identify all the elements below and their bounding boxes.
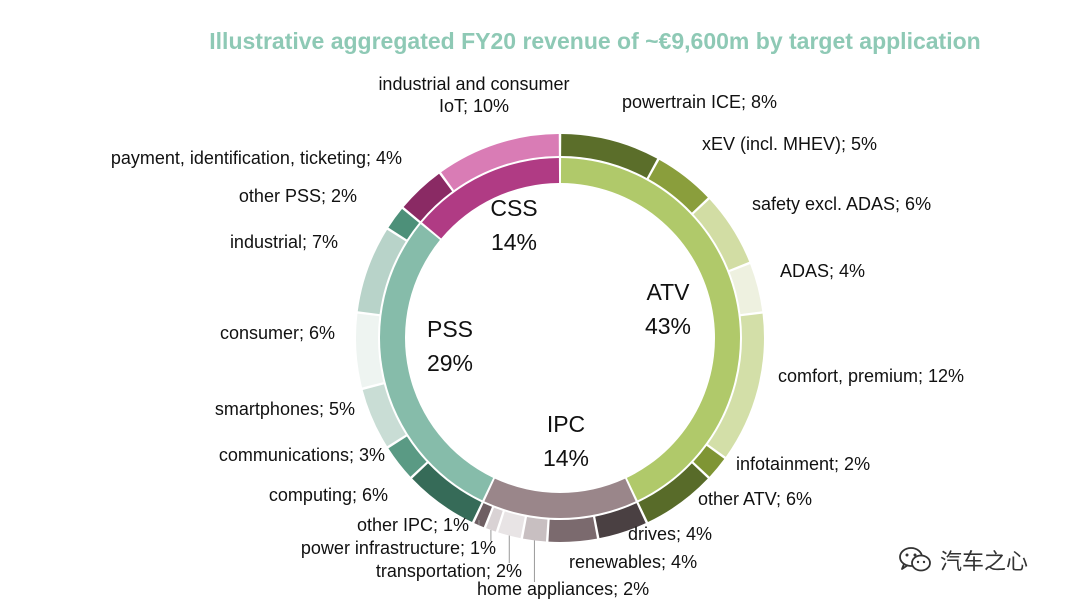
outer-ring: [356, 134, 764, 542]
watermark-text: 汽车之心: [940, 550, 1029, 575]
outer-slice-renewables: [548, 516, 598, 542]
label-powertrain-ice: powertrain ICE; 8%: [622, 92, 777, 112]
label-xev-incl-mhev: xEV (incl. MHEV); 5%: [702, 134, 877, 154]
chart-title: Illustrative aggregated FY20 revenue of …: [209, 28, 981, 54]
label-other-ipc: other IPC; 1%: [357, 515, 469, 535]
label-industrial: industrial; 7%: [230, 232, 338, 252]
category-label-ipc: IPC 14%: [543, 411, 589, 471]
label-other-pss: other PSS; 2%: [239, 186, 357, 206]
inner-slice-css: [422, 158, 560, 239]
outer-slice-smartphones: [362, 384, 406, 447]
outer-slice-comfort-premium: [707, 313, 764, 457]
outer-slice-computing: [412, 463, 482, 523]
wechat-icon: [899, 547, 931, 572]
label-safety-excl-adas: safety excl. ADAS; 6%: [752, 194, 931, 214]
segment-labels: powertrain ICE; 8% xEV (incl. MHEV); 5% sa…: [111, 74, 964, 599]
label-smartphones: smartphones; 5%: [215, 399, 355, 419]
outer-slice-infotainment: [693, 445, 725, 477]
category-labels: ATV 43% IPC 14% PSS 29% CSS 14%: [427, 195, 691, 471]
label-transportation: transportation; 2%: [376, 561, 522, 581]
label-payment-identification-ticketing: payment, identification, ticketing; 4%: [111, 148, 402, 168]
outer-slice-industrial: [357, 229, 406, 315]
label-consumer: consumer; 6%: [220, 323, 335, 343]
category-label-css: CSS 14%: [490, 195, 537, 255]
label-infotainment: infotainment; 2%: [736, 454, 870, 474]
inner-ring: [379, 158, 740, 518]
label-power-infrastructure: power infrastructure; 1%: [301, 538, 496, 558]
inner-slice-atv: [560, 158, 740, 501]
outer-slice-safety-excl-adas: [693, 199, 750, 270]
outer-slice-other-pss: [388, 208, 420, 240]
label-drives: drives; 4%: [628, 524, 712, 544]
outer-slice-industrial-and-consumer-iot: [441, 134, 559, 191]
watermark: 汽车之心: [898, 544, 1028, 576]
outer-slice-consumer: [356, 313, 384, 388]
leader-lines: [478, 520, 535, 582]
outer-slice-transportation: [498, 511, 525, 539]
outer-slice-powertrain-ice: [561, 134, 658, 178]
outer-slice-home-appliances: [522, 516, 548, 542]
outer-slice-xev-incl-mhev: [648, 159, 708, 213]
outer-slice-communications: [388, 436, 427, 477]
label-computing: computing; 6%: [269, 485, 388, 505]
outer-slice-adas: [729, 264, 763, 315]
category-label-atv: ATV 43%: [645, 279, 691, 339]
outer-slice-other-atv: [638, 463, 708, 523]
label-industrial-and-consumer-iot: industrial and consumer IoT; 10%: [378, 74, 569, 116]
label-comfort-premium: comfort, premium; 12%: [778, 366, 964, 386]
label-home-appliances: home appliances; 2%: [477, 579, 649, 599]
outer-slice-drives: [595, 503, 646, 539]
outer-slice-payment-identification-ticketing: [403, 173, 453, 222]
label-adas: ADAS; 4%: [780, 261, 865, 281]
label-other-atv: other ATV; 6%: [698, 489, 812, 509]
inner-slice-ipc: [484, 478, 636, 518]
category-label-pss: PSS 29%: [427, 316, 473, 376]
inner-slice-pss: [379, 224, 494, 501]
label-communications: communications; 3%: [219, 445, 385, 465]
label-renewables: renewables; 4%: [569, 552, 697, 572]
outer-slice-power-infrastructure: [486, 507, 503, 532]
